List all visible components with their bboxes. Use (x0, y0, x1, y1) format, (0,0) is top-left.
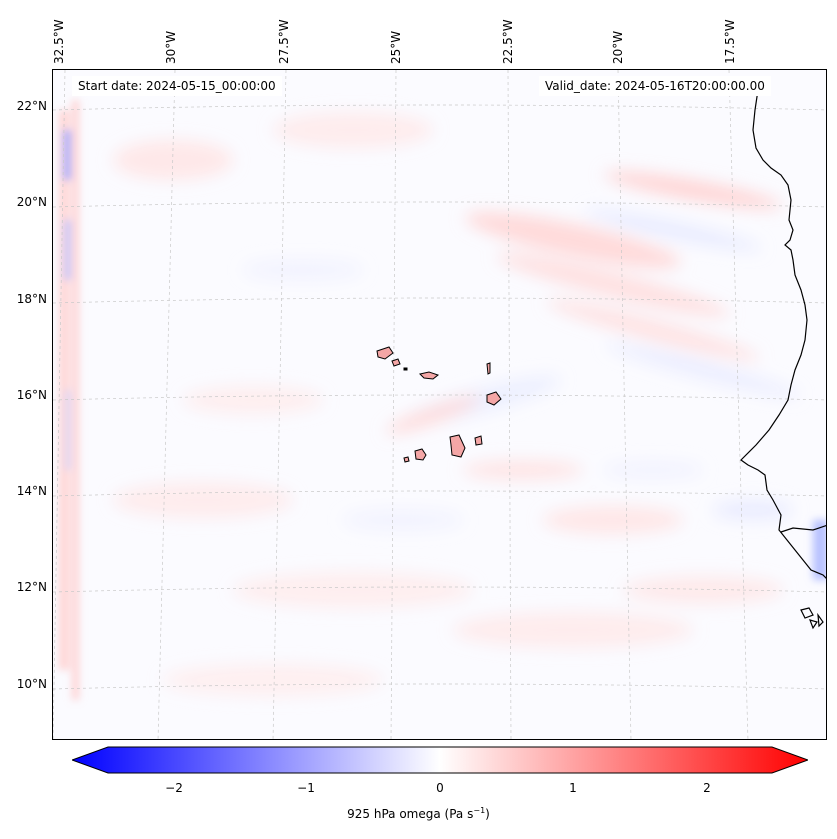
lat-label-18n: 18°N (16, 292, 47, 306)
island-santo-antao (376, 346, 394, 360)
lon-label-27-5w: 27.5°W (277, 19, 291, 64)
colorbar-bar (72, 746, 808, 774)
island-boa-vista (486, 391, 502, 406)
island-fogo (414, 448, 427, 461)
colorbar-units-suffix: ) (485, 807, 490, 821)
colorbar-tick-2: 2 (703, 781, 711, 795)
lon-label-20w: 20°W (611, 30, 625, 64)
lat-label-20n: 20°N (16, 195, 47, 209)
colorbar-tick-neg2: −2 (165, 781, 183, 795)
coastline-bijagos (800, 607, 824, 630)
lon-label-30w: 30°W (164, 30, 178, 64)
island-santiago (449, 434, 466, 458)
colorbar-units-exp: −1 (473, 806, 486, 815)
colorbar-tick-0: 0 (436, 781, 444, 795)
island-brava (403, 456, 410, 463)
lon-label-32-5w: 32.5°W (52, 19, 66, 64)
lon-label-22-5w: 22.5°W (501, 19, 515, 64)
start-date-label: Start date: 2024-05-15_00:00:00 (72, 76, 282, 96)
colorbar-label: 925 hPa omega (Pa s−1) (0, 806, 837, 821)
lat-label-10n: 10°N (16, 677, 47, 691)
lon-label-25w: 25°W (389, 30, 403, 64)
colorbar-units: (Pa s−1) (444, 806, 490, 821)
coastline-gambia (780, 525, 826, 533)
lon-label-17-5w: 17.5°W (723, 19, 737, 64)
gridlines (53, 70, 826, 739)
lat-label-22n: 22°N (16, 99, 47, 113)
omega-field (113, 112, 800, 696)
lat-label-14n: 14°N (16, 484, 47, 498)
colorbar-tick-neg1: −1 (297, 781, 315, 795)
cape-verde-islands (376, 346, 502, 463)
map-panel (52, 69, 827, 740)
coastline-africa (740, 89, 826, 579)
colorbar-variable: 925 hPa omega (347, 807, 441, 821)
valid-date-label: Valid_date: 2024-05-16T20:00:00.00 (539, 76, 771, 96)
omega-field-map (53, 70, 826, 739)
lat-label-12n: 12°N (16, 580, 47, 594)
coastline (740, 89, 826, 630)
island-sao-vicente (391, 358, 401, 367)
island-sal (486, 362, 491, 375)
island-maio (474, 435, 483, 446)
colorbar (72, 746, 808, 774)
island-santa-luzia (403, 367, 408, 371)
lat-label-16n: 16°N (16, 388, 47, 402)
colorbar-tick-1: 1 (569, 781, 577, 795)
colorbar-units-prefix: (Pa s (444, 807, 474, 821)
island-sao-nicolau (419, 371, 440, 380)
boundary-artifact (59, 100, 826, 700)
